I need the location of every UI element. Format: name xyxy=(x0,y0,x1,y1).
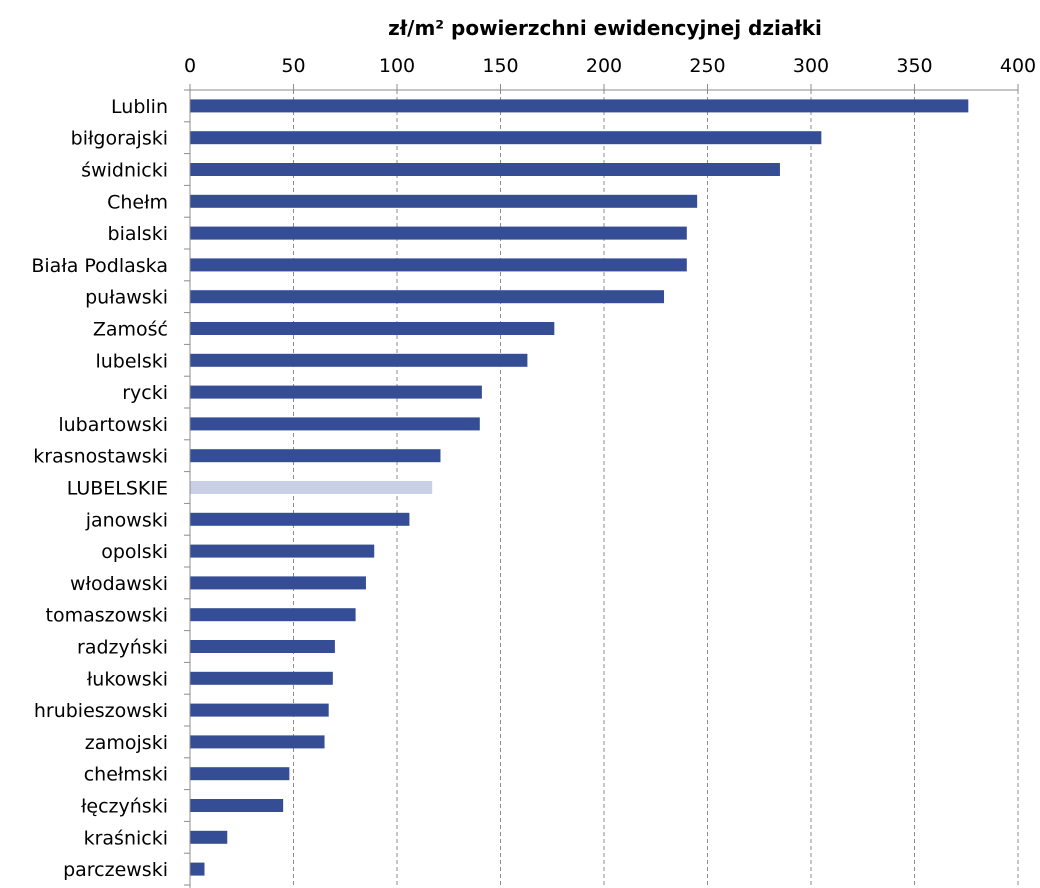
category-label: Lublin xyxy=(111,96,168,118)
x-tick-label: 250 xyxy=(689,55,725,77)
category-label: janowski xyxy=(85,509,168,531)
x-tick-label: 50 xyxy=(281,55,305,77)
bar xyxy=(190,512,410,526)
category-label: tomaszowski xyxy=(46,605,168,627)
bar xyxy=(190,385,482,399)
x-axis-title: zł/m² powierzchni ewidencyjnej działki xyxy=(388,16,822,40)
category-label: radzyński xyxy=(77,637,168,659)
bar xyxy=(190,226,687,240)
bar xyxy=(190,258,687,272)
bar xyxy=(190,640,335,653)
category-label: łukowski xyxy=(87,668,168,690)
x-tick-label: 150 xyxy=(482,55,518,77)
bar xyxy=(190,163,780,176)
category-label: rycki xyxy=(122,382,168,404)
category-label: lubelski xyxy=(95,350,168,372)
category-label: lubartowski xyxy=(58,414,168,436)
bar xyxy=(190,799,284,812)
category-label: Zamość xyxy=(93,319,168,341)
category-label: świdnicki xyxy=(81,160,168,182)
bar xyxy=(190,417,480,431)
bars xyxy=(190,99,969,876)
bar xyxy=(190,131,822,145)
x-tick-label: 350 xyxy=(896,55,932,77)
bar xyxy=(190,353,528,367)
category-label: bialski xyxy=(108,223,168,245)
category-label: opolski xyxy=(101,541,168,563)
bar xyxy=(190,767,290,781)
category-label: chełmski xyxy=(84,764,168,786)
category-label: zamojski xyxy=(85,732,168,754)
bar xyxy=(190,449,441,463)
y-axis xyxy=(184,89,1018,888)
x-tick-label: 400 xyxy=(1000,55,1036,77)
bar xyxy=(190,735,325,749)
bar xyxy=(190,481,433,494)
category-label: hrubieszowski xyxy=(34,700,168,722)
bar xyxy=(190,99,969,113)
x-tick-label: 0 xyxy=(184,55,196,77)
category-label: LUBELSKIE xyxy=(67,478,168,500)
bar xyxy=(190,671,333,685)
bar xyxy=(190,608,356,622)
bar xyxy=(190,194,698,208)
x-axis-ticks: 0 50 100 150 200 250 300 350 400 xyxy=(184,55,1036,90)
bar xyxy=(190,703,329,717)
category-label: biłgorajski xyxy=(71,128,168,150)
bar xyxy=(190,576,366,590)
category-labels: Lublin biłgorajski świdnicki Chełm bialski Bi… xyxy=(31,96,168,881)
bar xyxy=(190,830,228,844)
bar xyxy=(190,544,375,558)
x-tick-label: 200 xyxy=(586,55,622,77)
gridlines xyxy=(293,90,1019,888)
category-label: Chełm xyxy=(107,191,168,213)
category-label: puławski xyxy=(85,287,168,309)
x-tick-label: 300 xyxy=(793,55,829,77)
category-label: łęczyński xyxy=(81,796,168,818)
x-tick-label: 100 xyxy=(379,55,415,77)
category-label: Biała Podlaska xyxy=(31,255,168,277)
category-label: parczewski xyxy=(63,859,168,881)
bar xyxy=(190,322,555,335)
category-label: włodawski xyxy=(70,573,168,595)
bar xyxy=(190,862,205,876)
bar xyxy=(190,290,665,304)
category-label: krasnostawski xyxy=(33,446,168,468)
category-label: kraśnicki xyxy=(84,827,168,849)
